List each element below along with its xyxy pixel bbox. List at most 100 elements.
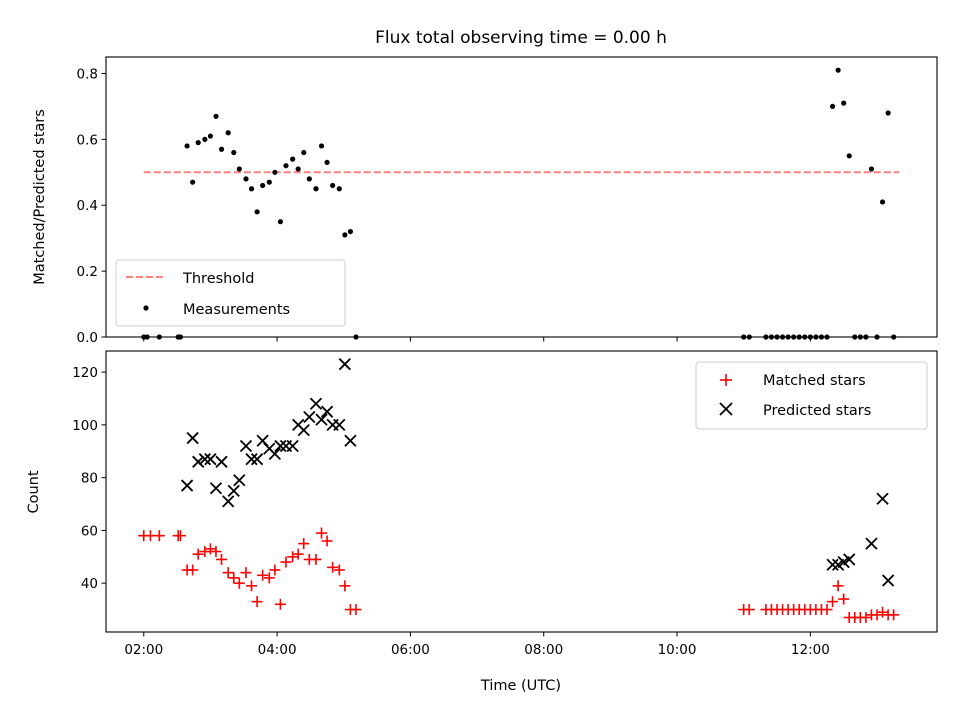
matched-star-point bbox=[210, 546, 222, 558]
x-tick-label: 06:00 bbox=[391, 642, 430, 658]
measurement-point bbox=[885, 110, 891, 116]
matched-star-point bbox=[838, 593, 850, 605]
measurement-point bbox=[318, 143, 325, 149]
bottom-y-tick-label: 80 bbox=[81, 471, 98, 487]
measurement-point bbox=[218, 146, 225, 152]
top-legend: Threshold Measurements bbox=[115, 259, 346, 327]
bottom-axes-frame bbox=[105, 350, 938, 633]
legend-matched-label: Matched stars bbox=[763, 373, 866, 389]
predicted-star-point bbox=[180, 479, 194, 492]
measurement-point bbox=[868, 166, 875, 172]
predicted-star-point bbox=[245, 453, 258, 466]
measurement-point bbox=[290, 156, 296, 162]
x-tick-label: 10:00 bbox=[658, 642, 697, 658]
bottom-legend-box bbox=[695, 361, 928, 430]
matched-star-point bbox=[280, 556, 292, 568]
predicted-star-point bbox=[222, 495, 235, 508]
predicted-star-point bbox=[876, 492, 889, 505]
measurement-point bbox=[236, 166, 242, 172]
x-tick-label: 02:00 bbox=[124, 642, 163, 658]
x-axis-label: Time (UTC) bbox=[480, 678, 561, 694]
matched-star-point bbox=[292, 548, 304, 560]
matched-star-point bbox=[222, 567, 234, 579]
legend-threshold-label: Threshold bbox=[182, 271, 254, 287]
top-y-tick-label: 0.8 bbox=[77, 66, 98, 82]
top-panel: 0.00.20.40.60.8 Matched/Predicted stars … bbox=[32, 56, 938, 346]
bottom-y-tick-label: 40 bbox=[81, 576, 98, 592]
predicted-star-point bbox=[881, 574, 895, 587]
predicted-star-point bbox=[227, 484, 240, 497]
measurement-point bbox=[231, 149, 237, 156]
top-y-tick-label: 0.6 bbox=[77, 132, 98, 148]
matched-star-point bbox=[216, 553, 228, 565]
x-tick-label: 04:00 bbox=[258, 642, 297, 658]
measurement-point bbox=[330, 182, 336, 189]
matched-star-point bbox=[888, 609, 900, 621]
bottom-panel: 02:00 04:00 06:00 08:00 10:00 12:00 40 60 80 100 1… bbox=[26, 350, 938, 694]
measurement-point bbox=[313, 186, 319, 192]
measurement-point bbox=[277, 219, 284, 225]
matched-star-point bbox=[350, 604, 362, 616]
measurement-point bbox=[324, 159, 330, 166]
top-y-tick-label: 0.2 bbox=[77, 264, 98, 280]
predicted-star-point bbox=[268, 447, 282, 461]
bottom-plot-area: 02:00 04:00 06:00 08:00 10:00 12:00 40 60 80 100 1… bbox=[72, 358, 900, 658]
matched-star-point bbox=[174, 530, 186, 542]
x-tick-label: 12:00 bbox=[791, 642, 830, 658]
bottom-legend: Matched stars Predicted stars bbox=[695, 361, 928, 430]
predicted-star-point bbox=[209, 482, 223, 495]
measurement-point bbox=[835, 67, 841, 73]
matched-star-point bbox=[240, 567, 252, 579]
predicted-star-point bbox=[333, 418, 346, 432]
matched-star-point bbox=[269, 564, 281, 576]
bottom-y-tick-label: 120 bbox=[72, 365, 98, 381]
measurement-point bbox=[272, 169, 278, 175]
legend-matched-swatch bbox=[720, 374, 732, 386]
matched-star-point bbox=[877, 606, 889, 618]
matched-star-point bbox=[321, 535, 333, 547]
measurement-point bbox=[260, 182, 266, 189]
legend-measurements-swatch bbox=[143, 305, 149, 311]
x-tick-label: 08:00 bbox=[524, 642, 563, 658]
matched-star-point bbox=[298, 538, 310, 550]
predicted-star-point bbox=[826, 558, 839, 571]
predicted-star-point bbox=[297, 424, 310, 437]
matched-star-point bbox=[199, 546, 211, 558]
predicted-star-point bbox=[843, 553, 856, 566]
matched-star-point bbox=[251, 596, 263, 608]
predicted-star-point bbox=[344, 434, 357, 447]
legend-predicted-swatch bbox=[719, 402, 733, 416]
matched-star-point bbox=[827, 596, 839, 608]
matched-star-point bbox=[263, 572, 275, 584]
measurement-point bbox=[841, 100, 847, 106]
matched-star-point bbox=[339, 580, 351, 592]
predicted-star-point bbox=[309, 397, 323, 410]
measurement-point bbox=[336, 186, 342, 192]
bottom-y-axis-label: Count bbox=[26, 470, 42, 513]
chart-title: Flux total observing time = 0.00 h bbox=[375, 28, 667, 48]
measurement-point bbox=[301, 149, 307, 156]
top-axes-frame bbox=[105, 56, 938, 338]
bottom-y-tick-label: 100 bbox=[72, 418, 98, 434]
predicted-star-point bbox=[192, 455, 205, 468]
legend-predicted-label: Predicted stars bbox=[763, 403, 871, 419]
matched-star-point bbox=[333, 564, 345, 576]
predicted-star-point bbox=[233, 474, 246, 487]
predicted-star-point bbox=[303, 410, 316, 424]
matched-star-point bbox=[743, 604, 755, 616]
measurement-point bbox=[342, 232, 348, 238]
matched-star-point bbox=[233, 577, 245, 589]
matched-star-point bbox=[246, 580, 258, 592]
matched-star-point bbox=[228, 572, 240, 584]
predicted-star-point bbox=[204, 453, 217, 466]
measurement-point bbox=[829, 103, 836, 110]
top-y-tick-label: 0.4 bbox=[77, 198, 98, 214]
matched-star-point bbox=[821, 604, 833, 616]
predicted-star-point bbox=[250, 453, 264, 466]
matched-star-point bbox=[310, 553, 322, 565]
top-y-axis-label: Matched/Predicted stars bbox=[32, 109, 48, 285]
measurement-point bbox=[295, 166, 301, 172]
matched-star-point bbox=[316, 527, 328, 539]
